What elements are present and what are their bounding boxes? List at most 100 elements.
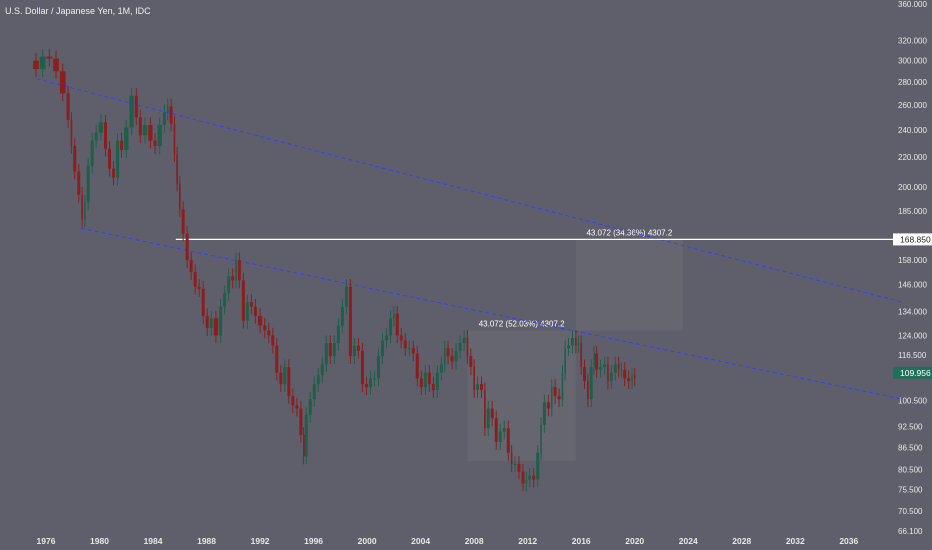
candle-body: [546, 402, 550, 409]
candle-body: [589, 367, 593, 400]
candle-body: [510, 452, 513, 464]
candle-body: [237, 260, 241, 281]
candle-body: [352, 345, 356, 357]
candle-body: [577, 343, 580, 346]
candle-body: [124, 127, 129, 151]
candle-body: [364, 384, 368, 388]
y-tick-label: 220.000: [898, 153, 927, 162]
candle-body: [134, 95, 138, 118]
candle-body: [303, 435, 305, 457]
candle-body: [458, 343, 462, 351]
candle-body: [263, 325, 267, 331]
candle-body: [178, 183, 181, 210]
candle-body: [336, 325, 340, 344]
candle-body: [235, 260, 237, 281]
y-tick-label: 200.000: [898, 183, 927, 192]
candle-body: [86, 165, 90, 203]
candle-body: [480, 384, 484, 391]
x-tick-label: 2000: [358, 536, 377, 546]
candle-body: [283, 367, 287, 385]
candle-body: [104, 122, 108, 149]
candle-body: [153, 140, 157, 147]
candle-body: [324, 343, 328, 365]
candle-body: [607, 364, 609, 382]
candle-body: [213, 318, 219, 336]
candle-body: [411, 348, 415, 354]
candle-body: [557, 396, 561, 400]
y-tick-label: 300.000: [898, 57, 927, 66]
current-price-label: 109.956: [900, 368, 931, 378]
candle-body: [304, 414, 308, 457]
candle-body: [620, 369, 623, 371]
candle-body: [550, 387, 553, 409]
current-price-badge: [893, 366, 932, 379]
candle-body: [348, 286, 352, 357]
measure-box: [575, 239, 683, 331]
measure-label: 43.072 (34.36%) 4307.2: [586, 228, 672, 237]
candle-body: [344, 286, 348, 307]
candle-body: [599, 367, 603, 370]
candle-body: [407, 348, 411, 350]
candle-body: [443, 348, 446, 365]
candle-body: [617, 364, 620, 370]
candle-body: [587, 381, 589, 400]
candle-body: [521, 471, 525, 484]
candle-body: [385, 335, 389, 341]
candle-body: [142, 124, 148, 136]
candle-body: [466, 337, 469, 357]
candle-body: [393, 313, 395, 319]
candle-body: [112, 168, 116, 178]
candle-body: [484, 390, 486, 429]
candle-body: [435, 372, 439, 391]
candle-body: [249, 302, 253, 307]
candle-body: [116, 140, 120, 178]
candle-body: [299, 408, 303, 436]
candle-body: [185, 233, 189, 261]
y-tick-label: 75.500: [898, 486, 923, 495]
y-tick-label: 100.500: [898, 397, 927, 406]
candle-body: [633, 375, 636, 379]
candle-body: [450, 356, 454, 362]
candle-body: [613, 364, 617, 373]
candle-body: [498, 431, 502, 443]
x-tick-label: 2020: [625, 536, 644, 546]
candle-body: [631, 375, 633, 382]
candle-body: [332, 343, 336, 357]
candle-body: [257, 315, 263, 326]
candle-body: [209, 318, 213, 328]
candle-body: [223, 293, 227, 307]
candle-body: [279, 372, 283, 385]
candle-body: [219, 306, 223, 336]
y-tick-label: 360.000: [898, 0, 927, 9]
y-tick-label: 70.500: [898, 507, 923, 516]
candle-body: [205, 315, 209, 328]
candle-body: [46, 56, 53, 59]
candle-body: [583, 367, 587, 382]
y-tick-label: 320.000: [898, 37, 927, 46]
candle-body: [189, 260, 193, 273]
x-tick-label: 2016: [572, 536, 591, 546]
y-tick-label: 66.100: [898, 527, 923, 536]
candle-body: [389, 318, 393, 336]
candle-body: [94, 132, 98, 141]
candle-body: [227, 276, 231, 294]
x-tick-label: 1976: [37, 536, 56, 546]
candle-body: [295, 405, 299, 409]
candle-body: [595, 353, 599, 370]
candle-body: [201, 288, 205, 316]
candle-body: [439, 364, 443, 373]
y-tick-label: 280.000: [898, 78, 927, 87]
candle-body: [553, 387, 557, 397]
candle-body: [540, 424, 542, 453]
candle-body: [129, 95, 134, 128]
candle-body: [423, 372, 427, 388]
candle-body: [542, 402, 546, 425]
candle-body: [77, 171, 81, 195]
x-tick-label: 2012: [518, 536, 537, 546]
candle-body: [623, 369, 627, 379]
candle-body: [561, 372, 564, 400]
measure-label: 43.072 (52.03%) 4307.2: [479, 320, 565, 329]
candle-body: [312, 384, 316, 400]
candle-body: [157, 124, 162, 147]
